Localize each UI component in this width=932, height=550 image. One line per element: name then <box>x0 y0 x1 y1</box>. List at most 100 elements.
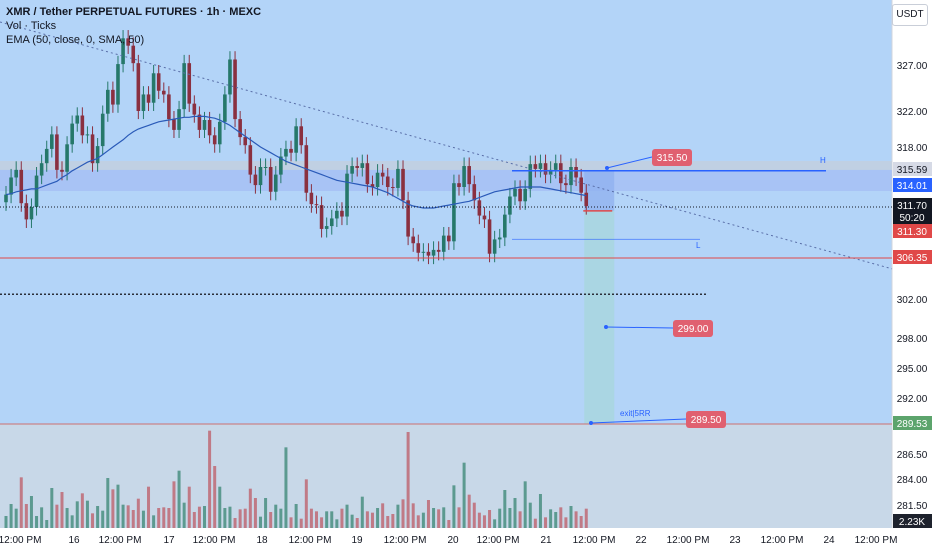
volume-bar <box>213 466 217 528</box>
volume-bar <box>141 510 145 528</box>
volume-bar <box>40 507 44 528</box>
time-tick-label: 12:00 PM <box>384 535 427 546</box>
price-tick-label: 284.00 <box>897 475 928 486</box>
volume-bar <box>386 516 390 528</box>
candle-body <box>497 237 502 240</box>
volume-bar <box>360 496 364 528</box>
volume-bar <box>482 515 486 528</box>
volume-bar <box>167 508 171 528</box>
candle-body <box>457 183 461 187</box>
volume-bar <box>523 481 527 528</box>
volume-bar <box>442 507 446 528</box>
tp1-tag <box>673 320 713 337</box>
volume-bar <box>376 508 380 528</box>
currency-button[interactable]: USDT <box>892 4 928 26</box>
volume-bar <box>65 508 69 528</box>
time-tick-label: 23 <box>729 535 741 546</box>
candle-body <box>192 103 197 115</box>
volume-bar <box>162 507 166 528</box>
volume-bar <box>55 504 59 528</box>
candle-body <box>401 168 405 201</box>
volume-bar <box>432 508 436 528</box>
stop-price-label-text: 311.30 <box>897 227 927 238</box>
tp2-anchor <box>589 421 593 425</box>
candle-body <box>513 188 517 197</box>
candle-body <box>29 207 34 220</box>
candle-body <box>95 146 100 164</box>
volume-bar <box>365 511 369 528</box>
volume-bar <box>4 516 8 528</box>
volume-bar <box>426 500 430 528</box>
candle-body <box>447 235 451 242</box>
price-tick-label: 298.00 <box>897 334 928 345</box>
candle-body <box>141 94 146 111</box>
volume-bar <box>238 509 242 528</box>
volume-bar <box>406 432 410 528</box>
candle-body <box>90 134 95 164</box>
time-tick-label: 12:00 PM <box>667 535 710 546</box>
candle-body <box>355 166 360 168</box>
volume-bar <box>447 520 451 528</box>
candle-body <box>273 174 278 192</box>
candle-body <box>131 45 136 64</box>
candle-body <box>279 156 283 175</box>
volume-bar <box>330 511 334 528</box>
candle-body <box>14 169 18 178</box>
candle-body <box>253 174 258 186</box>
time-tick-label: 12:00 PM <box>99 535 142 546</box>
chart-legend: XMR / Tether PERPETUAL FUTURES · 1h · ME… <box>6 5 261 47</box>
candle-body <box>299 126 304 146</box>
candle-body <box>553 163 558 170</box>
tp2-label: 289.50 <box>691 415 722 426</box>
volume-bar <box>80 493 84 528</box>
entry-label: 315.50 <box>657 153 688 164</box>
candle-body <box>309 192 314 205</box>
volume-bar <box>60 492 64 528</box>
volume-bar <box>391 514 395 528</box>
price-tick-label: 281.50 <box>897 501 928 512</box>
candle-body <box>34 175 39 207</box>
candle-body <box>212 135 217 145</box>
candle-body <box>9 177 13 195</box>
candle-body <box>324 226 329 229</box>
symbol-title[interactable]: XMR / Tether PERPETUAL FUTURES · 1h · ME… <box>6 6 262 18</box>
candle-body <box>431 249 436 256</box>
candle-body <box>60 169 64 172</box>
volume-bar <box>411 503 415 528</box>
candle-body <box>426 251 431 256</box>
candle-body <box>19 169 24 204</box>
time-tick-label: 17 <box>163 535 175 546</box>
volume-bar <box>396 504 400 528</box>
ema-indicator-label[interactable]: EMA (50, close, 0, SMA, 50) <box>6 34 145 46</box>
volume-bar <box>259 516 262 528</box>
tp2-tag <box>686 411 726 428</box>
price-tick-label: 327.00 <box>897 61 928 72</box>
volume-bar <box>569 506 573 528</box>
volume-indicator-label[interactable]: Vol · Ticks <box>6 20 57 32</box>
candle-body <box>385 176 390 187</box>
candle-body <box>345 173 349 217</box>
candle-body <box>116 64 120 105</box>
volume-bar <box>574 511 578 528</box>
time-tick-label: 12:00 PM <box>761 535 804 546</box>
volume-bar <box>203 506 207 528</box>
candle-body <box>146 94 151 103</box>
volume-bar <box>96 506 100 528</box>
stop-price-label-box <box>893 224 932 238</box>
candle-body <box>467 166 471 185</box>
candle-body <box>233 59 237 120</box>
volume-bar <box>45 520 49 528</box>
volume-bar <box>121 504 125 528</box>
volume-bar <box>101 510 105 528</box>
time-tick-label: 12:00 PM <box>477 535 520 546</box>
candle-body <box>121 38 125 65</box>
volume-bar <box>19 477 23 528</box>
candle-body <box>350 166 354 174</box>
volume-bar <box>381 503 385 528</box>
candle-body <box>268 167 273 192</box>
price-tick-label: 302.00 <box>897 295 928 306</box>
candle-body <box>167 94 171 120</box>
candle-body <box>65 144 69 172</box>
entry-anchor <box>605 166 609 170</box>
